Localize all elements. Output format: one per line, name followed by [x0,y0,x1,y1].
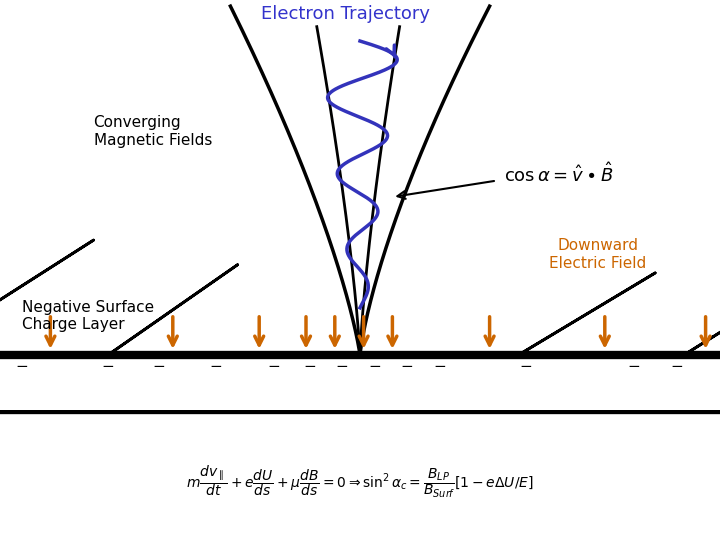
Text: $-$: $-$ [152,356,165,372]
Text: $\cos\alpha = \hat{v} \bullet \hat{B}$: $\cos\alpha = \hat{v} \bullet \hat{B}$ [504,163,613,186]
Text: Negative Surface
Charge Layer: Negative Surface Charge Layer [22,300,154,332]
Text: $-$: $-$ [368,356,381,372]
Text: $-$: $-$ [519,356,532,372]
Text: $-$: $-$ [627,356,640,372]
Text: $-$: $-$ [267,356,280,372]
Text: Downward
Electric Field: Downward Electric Field [549,238,647,271]
Text: $m\dfrac{dv_{\parallel}}{dt}+e\dfrac{dU}{ds}+\mu\dfrac{dB}{ds}=0\Rightarrow\sin^: $m\dfrac{dv_{\parallel}}{dt}+e\dfrac{dU}… [186,463,534,500]
Text: $-$: $-$ [303,356,316,372]
Text: $-$: $-$ [336,356,348,372]
Text: $-$: $-$ [15,356,28,372]
Text: $-$: $-$ [210,356,222,372]
Text: $-$: $-$ [670,356,683,372]
Text: $-$: $-$ [102,356,114,372]
Text: Electron Trajectory: Electron Trajectory [261,5,430,23]
Text: Converging
Magnetic Fields: Converging Magnetic Fields [94,115,212,147]
Text: $-$: $-$ [400,356,413,372]
Text: $-$: $-$ [433,356,446,372]
